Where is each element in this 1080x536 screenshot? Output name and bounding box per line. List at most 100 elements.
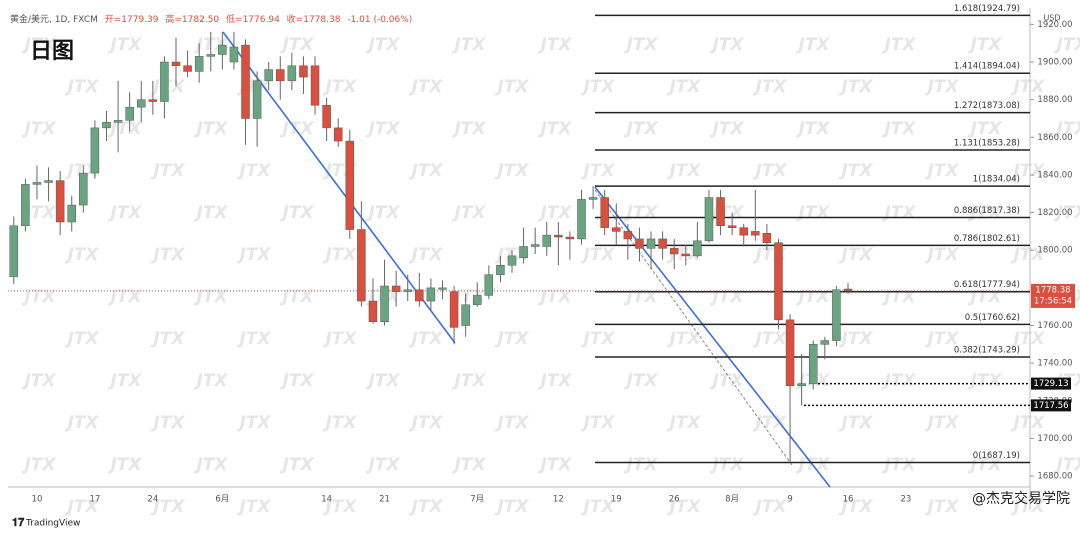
brand-logo: 𝟏𝟕: [12, 516, 25, 529]
candle-body: [357, 229, 366, 302]
brand: TradingView: [25, 519, 80, 529]
watermark: JTX: [1010, 161, 1045, 181]
fib-label: 0.382(1743.29): [954, 345, 1020, 355]
y-tick-label: 1880.00: [1037, 95, 1072, 105]
watermark: JTX: [580, 329, 615, 349]
watermark: JTX: [236, 413, 271, 433]
watermark: JTX: [881, 203, 916, 223]
candle-body: [612, 227, 621, 232]
watermark: JTX: [193, 455, 228, 475]
candle-body: [136, 99, 146, 108]
candle-body: [542, 234, 552, 247]
candle-body: [577, 199, 586, 240]
candle-body: [391, 285, 401, 292]
candle-body: [310, 65, 320, 106]
watermark: JTX: [64, 77, 99, 97]
candle-body: [44, 180, 53, 183]
fib-label: 1.272(1873.08): [954, 101, 1020, 111]
x-tick-label: 26: [669, 495, 680, 505]
candle-body: [21, 184, 30, 227]
watermark: JTX: [537, 119, 572, 139]
price-badge-label: 1717.56: [1033, 401, 1068, 411]
legend: 黄金/美元, 1D, FXCM 开=1779.39 高=1782.50 低=17…: [10, 12, 416, 25]
x-tick-label: 14: [321, 495, 332, 505]
watermark: JTX: [1010, 77, 1045, 97]
y-tick-label: 1680.00: [1037, 472, 1072, 482]
candle-body: [113, 120, 123, 123]
candle-body: [264, 69, 273, 82]
price-badge-label: 1729.13: [1033, 379, 1068, 389]
watermark: JTX: [838, 77, 873, 97]
candle-body: [623, 231, 633, 240]
candle-body: [646, 238, 656, 249]
change: -1.01 (-0.06%): [347, 15, 413, 25]
watermark: JTX: [623, 119, 658, 139]
watermark: JTX: [666, 413, 701, 433]
x-tick-label: 16: [843, 495, 854, 505]
watermark: JTX: [752, 329, 787, 349]
fib-label: 1.414(1894.04): [954, 62, 1020, 72]
watermark: JTX: [623, 287, 658, 307]
watermark: JTX: [21, 371, 56, 391]
watermark: JTX: [709, 455, 744, 475]
watermark: JTX: [494, 77, 529, 97]
watermark: JTX: [451, 371, 486, 391]
watermark: JTX: [967, 119, 1002, 139]
candle-body: [218, 44, 227, 55]
watermark: JTX: [838, 245, 873, 265]
candle-body: [252, 80, 262, 119]
candle-body: [9, 225, 19, 277]
watermark: JTX: [107, 203, 142, 223]
fib-label: 0.5(1760.62): [965, 313, 1020, 323]
x-tick-label: 7月: [470, 495, 484, 505]
candle-body: [160, 61, 169, 102]
symbol: 黄金/美元, 1D, FXCM: [10, 15, 98, 25]
watermark: JTX: [1010, 497, 1045, 517]
watermark: JTX: [795, 287, 830, 307]
watermark: JTX: [924, 497, 959, 517]
watermark: JTX: [279, 455, 314, 475]
watermark: JTX: [881, 35, 916, 55]
watermark: JTX: [107, 119, 142, 139]
subtitle: 日图: [30, 39, 74, 64]
watermark: JTX: [150, 161, 185, 181]
y-tick-label: 1760.00: [1037, 321, 1072, 331]
watermark: JTX: [580, 77, 615, 97]
watermark: JTX: [236, 497, 271, 517]
last-price-label: 1778.38: [1035, 285, 1070, 295]
ohlc: 开=1779.39: [104, 15, 159, 25]
candle-body: [345, 140, 355, 230]
watermark: JTX: [236, 161, 271, 181]
candle-body: [67, 204, 76, 223]
watermark: JTX: [1010, 329, 1045, 349]
y-tick-label: 1920.00: [1037, 20, 1072, 30]
watermark: JTX: [107, 287, 142, 307]
watermark: JTX: [236, 329, 271, 349]
x-tick-label: 24: [147, 495, 158, 505]
candle-body: [762, 233, 772, 243]
y-tick-label: 1740.00: [1037, 359, 1072, 369]
watermark: JTX: [107, 371, 142, 391]
watermark: JTX: [236, 245, 271, 265]
watermark: JTX: [580, 413, 615, 433]
watermark: JTX: [451, 119, 486, 139]
fib-label: 1.618(1924.79): [954, 4, 1020, 14]
watermark: JTX: [64, 413, 99, 433]
fib-label: 0(1687.19): [973, 451, 1020, 461]
candle-body: [79, 172, 88, 206]
candle-body: [276, 69, 285, 82]
watermark: JTX: [408, 77, 443, 97]
candle-body: [739, 227, 748, 236]
candle-body: [229, 46, 239, 63]
watermark: JTX: [1010, 413, 1045, 433]
y-tick-label: 1860.00: [1037, 133, 1072, 143]
fib-label: 0.786(1802.61): [954, 234, 1020, 244]
candle-body: [751, 231, 760, 236]
candle-body: [449, 291, 459, 328]
fib-label: 1.131(1853.28): [954, 138, 1020, 148]
candle-body: [472, 295, 482, 306]
watermark: JTX: [537, 203, 572, 223]
candle-body: [32, 182, 42, 185]
watermark: JTX: [967, 35, 1002, 55]
